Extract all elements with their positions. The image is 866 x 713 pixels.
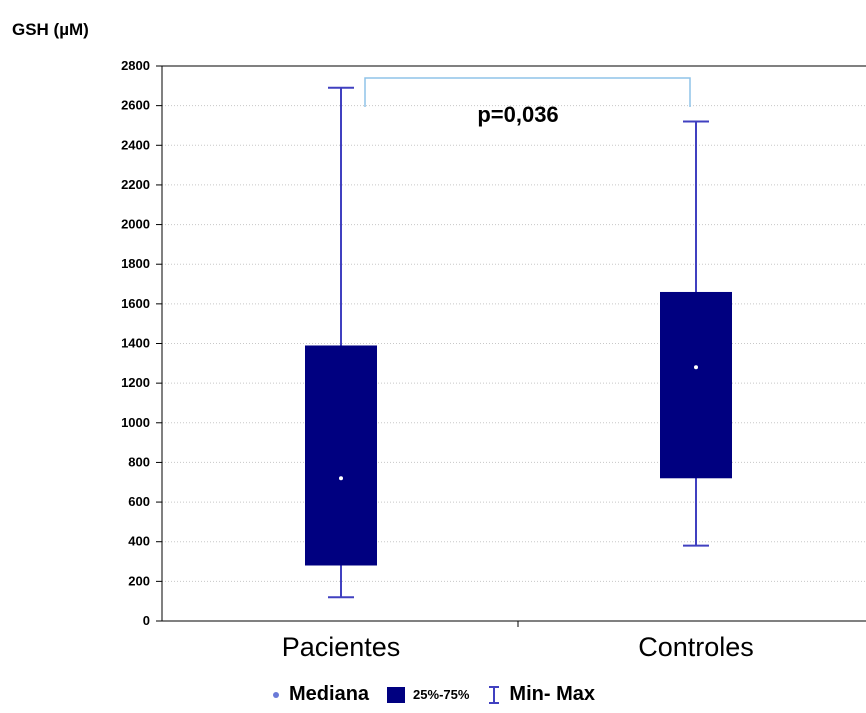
p-value-annotation: p=0,036 (477, 102, 558, 127)
x-category-label: Controles (638, 632, 754, 662)
y-tick-label: 2200 (121, 177, 150, 192)
significance-bracket (364, 77, 691, 107)
iqr-box (305, 345, 377, 566)
median-point (694, 365, 698, 370)
y-tick-label: 2800 (121, 58, 150, 73)
legend-label-iqr: 25%-75% (413, 687, 470, 702)
legend-item-iqr: 25%-75% (387, 686, 470, 703)
y-tick-label: 2000 (121, 217, 150, 232)
y-tick-label: 800 (128, 454, 150, 469)
median-point (339, 476, 343, 481)
y-tick-label: 2400 (121, 137, 150, 152)
iqr-box (660, 291, 732, 479)
y-tick-label: 2600 (121, 98, 150, 113)
median-dot-icon (273, 691, 280, 698)
y-tick-label: 0 (143, 613, 150, 628)
y-tick-label: 1600 (121, 296, 150, 311)
y-tick-label: 1200 (121, 375, 150, 390)
x-category-label: Pacientes (282, 632, 401, 662)
box-swatch-icon (387, 686, 406, 703)
legend-item-median: Mediana (271, 683, 369, 706)
whisker-icon (489, 685, 500, 704)
y-tick-label: 600 (128, 494, 150, 509)
y-tick-label: 200 (128, 573, 150, 588)
legend-item-range: Min- Max (487, 683, 595, 706)
y-tick-label: 1000 (121, 415, 150, 430)
legend-label-range: Min- Max (509, 683, 595, 705)
y-tick-label: 400 (128, 534, 150, 549)
legend-label-median: Mediana (289, 683, 370, 705)
y-axis-label: GSH (µM) (12, 20, 89, 39)
y-tick-label: 1400 (121, 336, 150, 351)
y-tick-label: 1800 (121, 256, 150, 271)
legend: Mediana 25%-75% Min- Max (0, 683, 866, 706)
